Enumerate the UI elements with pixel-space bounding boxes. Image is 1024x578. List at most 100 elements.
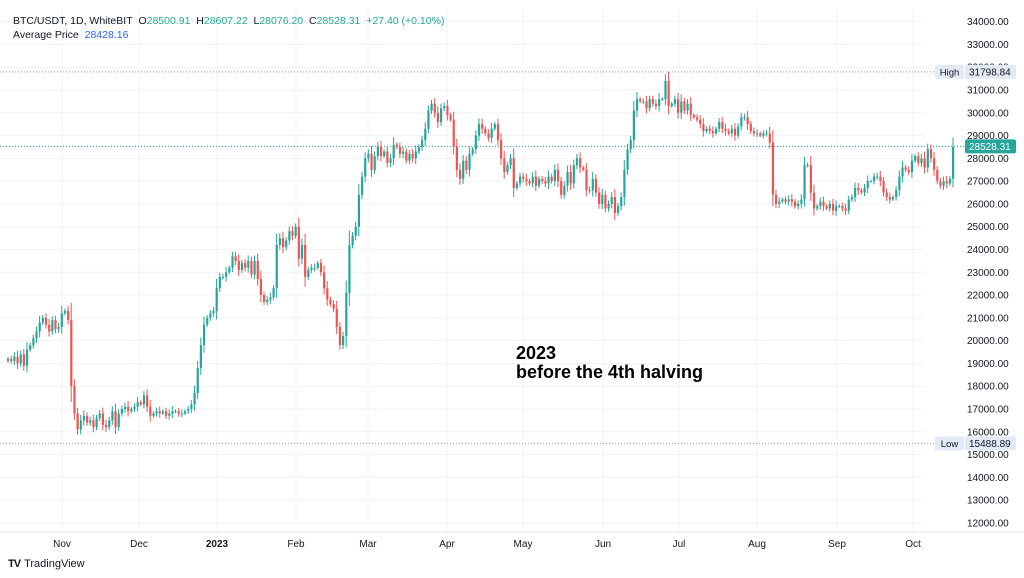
candle-body (585, 169, 588, 191)
candle-body (19, 354, 22, 364)
candle-body (48, 324, 51, 332)
candle-body (259, 279, 263, 296)
candle-body (778, 201, 781, 204)
candle-body (10, 358, 13, 362)
candle-body (825, 206, 828, 209)
candle-body (569, 172, 572, 184)
candle-body (465, 160, 468, 170)
high-marker-label: High (940, 67, 960, 78)
candle-body (86, 415, 89, 423)
candle-body (673, 99, 677, 104)
tradingview-branding[interactable]: TV TradingView (8, 558, 85, 570)
candle-body (512, 158, 515, 188)
candle-body (651, 99, 654, 104)
x-tick-label: Dec (130, 539, 148, 550)
candle-body (891, 197, 895, 200)
y-tick-label: 25000.00 (967, 222, 1009, 233)
candle-body (601, 194, 604, 204)
legend-ohlc-row: BTC/USDT, 1D, WhiteBIT O28500.91 H28607.… (13, 14, 444, 28)
candle-body (180, 413, 184, 415)
candle-body (73, 386, 76, 414)
candle-body (509, 158, 512, 166)
y-tick-label: 16000.00 (967, 427, 1009, 438)
candle-body (161, 411, 165, 414)
candle-body (114, 411, 117, 428)
candle-body (338, 326, 342, 346)
candle-body (101, 413, 105, 425)
candle-body (13, 356, 16, 362)
candle-body (904, 167, 907, 170)
time-axis[interactable]: Nov Dec 2023 Feb Mar Apr May Jun Jul Aug Sep Oct (53, 539, 921, 550)
candle-body (496, 124, 500, 141)
y-tick-label: 15000.00 (967, 450, 1009, 461)
candle-body (323, 272, 326, 289)
candle-body (130, 408, 133, 412)
candle-body (373, 156, 376, 170)
candle-body (727, 131, 730, 134)
candle-body (831, 203, 835, 211)
y-tick-label: 27000.00 (967, 177, 1009, 188)
candle-body (648, 99, 651, 109)
legend-low-label: L (253, 15, 260, 27)
candle-body (885, 192, 888, 198)
candle-body (737, 126, 740, 136)
candle-body (212, 311, 215, 314)
candle-body (711, 131, 714, 134)
candle-body (32, 338, 35, 346)
x-tick-label: Oct (905, 539, 921, 550)
candle-body (357, 194, 361, 227)
candle-body (430, 103, 433, 111)
legend-symbol: BTC/USDT, 1D, WhiteBIT (13, 15, 133, 27)
candle-body (231, 256, 234, 268)
candle-body (797, 203, 800, 207)
candle-body (247, 260, 250, 268)
low-marker-value-bg (965, 436, 1016, 451)
candle-body (158, 411, 161, 414)
candle-body (139, 402, 142, 405)
legend-close: 28528.31 (316, 15, 361, 27)
candle-body (253, 260, 256, 275)
candle-body (828, 203, 831, 209)
candle-body (379, 146, 383, 157)
candle-body (952, 146, 955, 179)
candle-body (847, 199, 850, 211)
candle-body (313, 267, 316, 269)
candle-body (519, 176, 522, 184)
candle-body (449, 115, 452, 120)
candle-body (446, 105, 449, 116)
candle-body (594, 178, 598, 193)
candle-body (787, 199, 790, 202)
candle-body (108, 420, 111, 428)
candle-body (756, 133, 759, 135)
candle-body (187, 408, 190, 412)
candle-body (740, 117, 743, 127)
candle-body (326, 288, 329, 300)
candle-body (556, 169, 560, 182)
legend-high-label: H (196, 15, 204, 27)
candle-body (383, 151, 386, 157)
candle-body (35, 331, 38, 339)
candle-body (209, 313, 212, 318)
candle-body (566, 172, 569, 186)
y-tick-label: 12000.00 (967, 518, 1009, 529)
candle-body (664, 80, 667, 100)
candle-body (708, 128, 711, 132)
candle-body (879, 176, 882, 182)
y-tick-label: 24000.00 (967, 245, 1009, 256)
candle-body (67, 311, 70, 321)
price-axis[interactable]: 12000.00 13000.00 14000.00 15000.00 16000.00… (967, 17, 1009, 529)
legend: BTC/USDT, 1D, WhiteBIT O28500.91 H28607.… (13, 14, 444, 42)
candle-body (654, 103, 658, 106)
candle-body (354, 226, 357, 236)
candle-body (348, 244, 351, 293)
candle-body (196, 367, 199, 394)
low-marker-label: Low (941, 439, 959, 450)
candle-body (22, 354, 26, 366)
x-tick-label: Feb (287, 539, 305, 550)
candle-body (733, 128, 737, 136)
candle-body (199, 345, 202, 368)
candle-body (936, 169, 939, 182)
candle-body (417, 146, 421, 152)
candle-body (60, 313, 63, 327)
